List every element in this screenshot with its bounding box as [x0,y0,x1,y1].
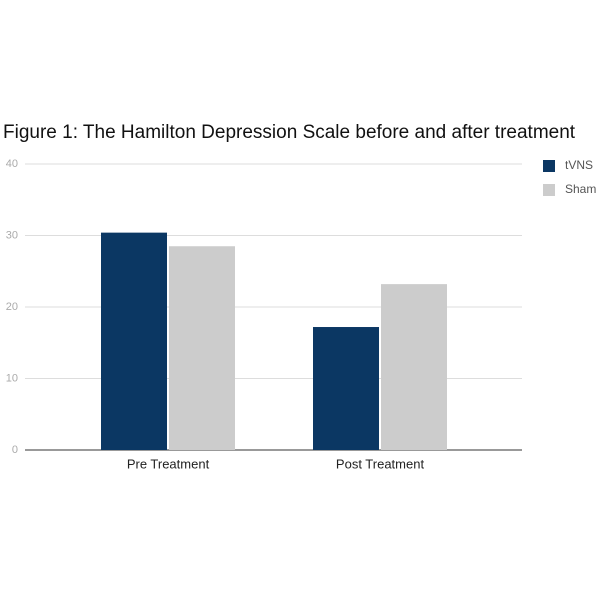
chart-title: Figure 1: The Hamilton Depression Scale … [3,122,576,143]
legend-label: tVNS [565,158,593,172]
x-tick-label: Pre Treatment [127,456,210,471]
bar [381,284,447,450]
y-tick-label: 30 [6,229,18,241]
y-tick-label: 10 [6,372,18,384]
legend-swatch [543,184,555,196]
y-tick-label: 40 [6,158,18,170]
x-tick-label: Post Treatment [336,456,425,471]
legend-swatch [543,160,555,172]
legend-label: Sham [565,182,596,196]
bar [169,246,235,450]
bar [101,232,167,450]
y-tick-label: 0 [12,444,18,456]
bar [313,327,379,450]
y-tick-label: 20 [6,301,18,313]
